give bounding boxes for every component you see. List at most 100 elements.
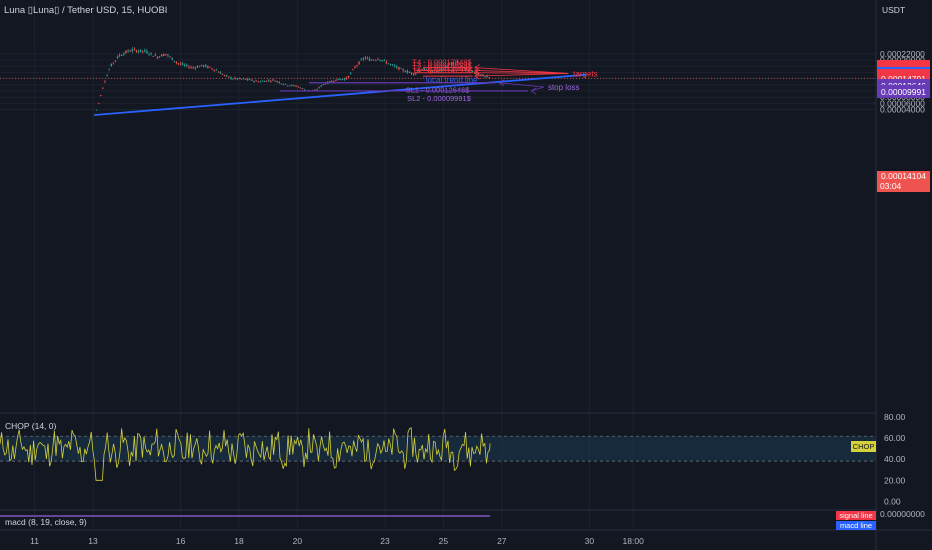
target-label: T1 - 0.00014791$ <box>412 66 472 75</box>
candle-body <box>196 66 199 68</box>
target-label: T3 - 0.00016629$ <box>412 60 472 69</box>
chop-tick-label: 40.00 <box>884 454 906 464</box>
candle-body <box>108 69 110 71</box>
candle-body <box>354 67 356 69</box>
candle-body <box>461 65 463 67</box>
candle-body <box>303 89 306 91</box>
candle-body <box>207 66 209 68</box>
candle-body <box>417 71 419 73</box>
time-tick-label: 27 <box>497 536 507 546</box>
candle-body <box>484 75 486 77</box>
candle-body <box>171 57 173 60</box>
candle-body <box>200 64 203 66</box>
time-tick-label: 30 <box>585 536 595 546</box>
candle-body <box>385 61 388 64</box>
candle-body <box>253 80 255 82</box>
candle-body <box>144 50 146 52</box>
candle-body <box>213 69 215 71</box>
time-tick-label: 11 <box>30 536 39 546</box>
countdown: 03:04 <box>880 181 902 191</box>
chop-pane-label[interactable]: CHOP (14, 0) <box>5 421 57 431</box>
candle-body <box>381 60 383 61</box>
candle-body <box>139 49 142 52</box>
chop-indicator: 80.00 60.00 40.00 20.00 0.00 <box>0 412 906 506</box>
candle-body <box>121 55 123 56</box>
candle-body <box>387 63 390 65</box>
candle-body <box>211 68 213 70</box>
candle-body <box>440 69 442 71</box>
candle-body <box>366 57 369 59</box>
stop-arrowhead <box>498 79 505 87</box>
chop-tick-label: 80.00 <box>884 412 906 422</box>
candle-body <box>375 59 377 61</box>
candle-body <box>202 65 205 67</box>
symbol-title[interactable]: Luna ▯Luna▯ / Tether USD, 15, HUOBI <box>4 5 168 16</box>
candle-body <box>377 59 379 60</box>
candle-body <box>419 70 421 72</box>
candle-body <box>360 59 362 61</box>
candle-body <box>478 74 480 76</box>
currency-label: USDT <box>882 5 906 15</box>
candle-body <box>442 69 444 71</box>
candle-body <box>299 87 301 89</box>
candle-body <box>276 81 278 82</box>
time-tick-label: 25 <box>439 536 449 546</box>
time-tick-label: 18 <box>234 536 244 546</box>
candle-body <box>173 60 175 62</box>
stop-label: SL1 - 0.00012646$ <box>406 86 471 95</box>
candle-body <box>431 71 434 73</box>
candle-body <box>142 50 144 52</box>
candle-body <box>255 80 257 82</box>
candle-body <box>452 63 455 65</box>
candle-body <box>192 67 194 69</box>
candle-body <box>179 63 182 65</box>
candle-body <box>194 67 196 69</box>
candle-body <box>352 69 354 71</box>
candle-body <box>436 70 438 72</box>
candle-body <box>146 51 148 54</box>
chop-tick-label: 60.00 <box>884 433 906 443</box>
candle-body <box>249 79 251 81</box>
candle-body <box>198 66 201 68</box>
candle-body <box>349 72 352 74</box>
candle-body <box>488 77 490 79</box>
candle-body <box>410 72 413 74</box>
candle-body <box>345 77 348 79</box>
candle-body <box>421 69 423 71</box>
candle-body <box>223 75 226 76</box>
price-tick-label: 0.00020000 <box>880 55 925 65</box>
candle-body <box>368 58 371 61</box>
candle-body <box>110 64 112 67</box>
candle-body <box>301 88 304 89</box>
price-tick-label: 0.00022000 <box>880 49 925 59</box>
candle-body <box>265 80 268 82</box>
candle-body <box>322 84 325 85</box>
macd-pane-label[interactable]: macd (8, 19, close, 9) <box>5 517 87 527</box>
chop-tick-label: 0.00 <box>884 496 901 506</box>
candle-body <box>316 89 318 91</box>
candle-body <box>396 66 398 68</box>
stop-arrow <box>498 82 544 88</box>
candle-body <box>486 76 488 78</box>
candle-body <box>358 61 360 65</box>
candle-body <box>331 81 333 82</box>
price-tick-label: 0.00004000 <box>880 104 925 114</box>
candle-body <box>454 62 457 64</box>
candle-body <box>219 72 222 74</box>
time-tick-label: 13 <box>88 536 98 546</box>
candle-body <box>154 55 157 56</box>
candle-body <box>95 109 98 111</box>
candle-body <box>341 79 343 81</box>
target-arrow <box>474 72 569 74</box>
candle-body <box>280 83 283 85</box>
target-arrow <box>474 67 569 74</box>
macd-zero-label: 0.00000000 <box>880 509 925 519</box>
candle-body <box>188 66 190 68</box>
candle-body <box>459 63 461 65</box>
candle-body <box>156 56 159 59</box>
trend-line <box>94 73 587 116</box>
candle-body <box>404 71 406 73</box>
candle-body <box>169 56 171 58</box>
